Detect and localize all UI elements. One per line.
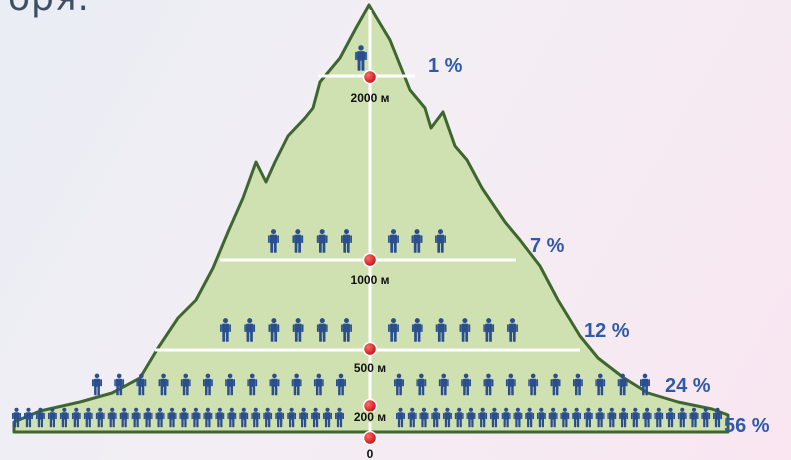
altitude-marker	[362, 252, 378, 268]
altitude-label: 2000 м	[351, 91, 390, 105]
altitude-marker	[362, 69, 378, 85]
person-icon	[92, 373, 102, 396]
percent-label: 24 %	[665, 375, 711, 397]
altitude-label: 1000 м	[351, 273, 390, 287]
altitude-marker	[362, 430, 378, 446]
percent-label: 1 %	[428, 55, 463, 77]
axis-origin-label: 0	[367, 447, 374, 460]
percent-label: 12 %	[584, 320, 630, 342]
percent-label: 56 %	[724, 415, 770, 437]
altitude-marker	[362, 341, 378, 357]
altitude-label: 200 м	[354, 410, 386, 424]
altitude-marker	[362, 398, 378, 414]
caption-fragment: оря.	[8, 0, 90, 19]
percent-label: 7 %	[530, 235, 565, 257]
altitude-labels: 2000 м 1000 м 500 м 200 м	[351, 91, 390, 426]
percent-labels: 1 % 7 % 12 % 24 % 56 %	[428, 55, 770, 437]
altitude-label: 500 м	[354, 361, 386, 375]
altitude-markers	[362, 69, 378, 446]
